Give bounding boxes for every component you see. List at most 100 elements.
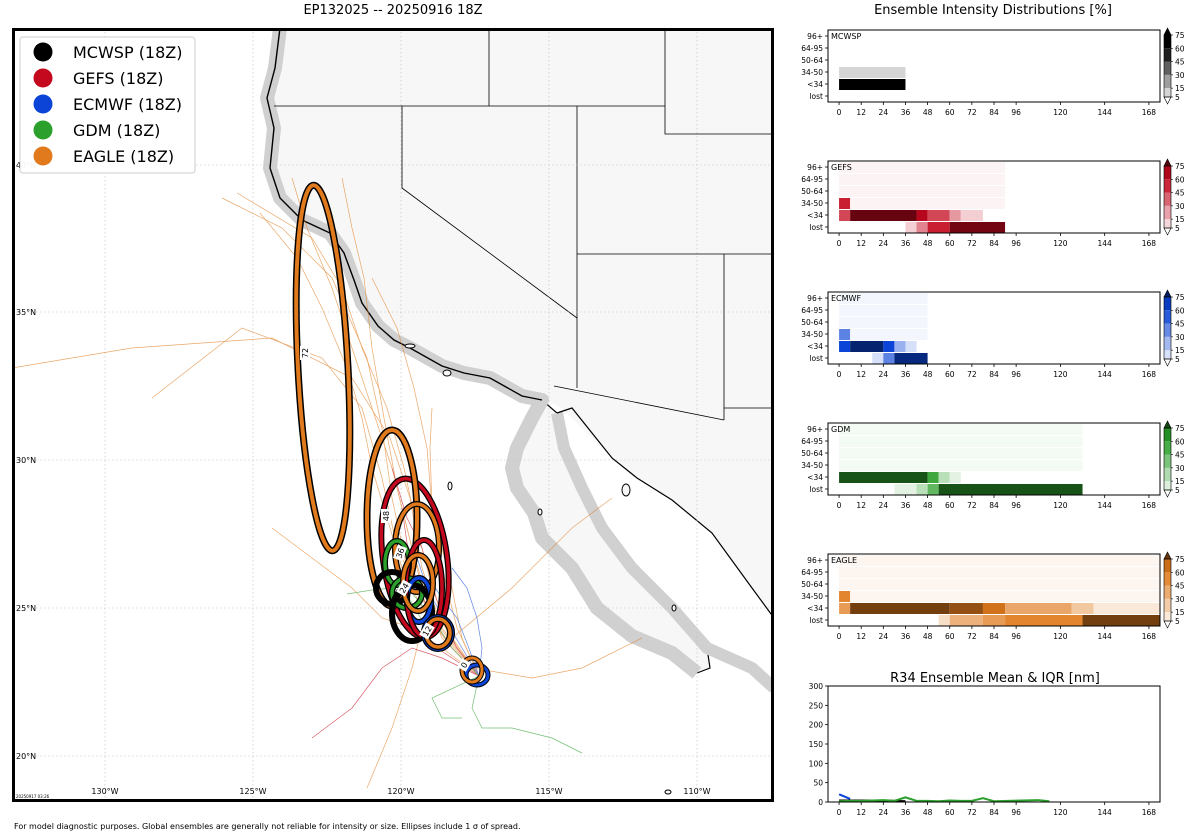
y-tick-label: 50 bbox=[813, 779, 823, 788]
x-tick-label: 60 bbox=[945, 239, 955, 248]
y-tick-label: 34-50 bbox=[801, 592, 823, 601]
x-tick-label: 36 bbox=[901, 501, 911, 510]
colorbar-tick-label: 5 bbox=[1175, 93, 1180, 102]
lat-label: 30°N bbox=[16, 456, 36, 465]
hour-label-24: 24 bbox=[398, 582, 411, 595]
y-tick-label: 50-64 bbox=[801, 56, 823, 65]
heatmap-cell bbox=[982, 603, 1006, 614]
r34-chart-title: R34 Ensemble Mean & IQR [nm] bbox=[890, 671, 1100, 686]
colorbar-tick-label: 45 bbox=[1175, 582, 1185, 591]
colorbar-segment bbox=[1164, 166, 1171, 180]
x-tick-label: 144 bbox=[1098, 808, 1113, 817]
x-tick-label: 36 bbox=[901, 370, 911, 379]
x-tick-label: 60 bbox=[945, 370, 955, 379]
legend-swatch bbox=[33, 94, 53, 114]
x-tick-label: 60 bbox=[945, 501, 955, 510]
x-tick-label: 84 bbox=[989, 108, 999, 117]
x-tick-label: 96 bbox=[1011, 632, 1021, 641]
r34-series-line bbox=[839, 796, 1050, 803]
heatmap-cell bbox=[839, 460, 1083, 471]
colorbar-tick-label: 45 bbox=[1175, 58, 1185, 67]
x-tick-label: 24 bbox=[879, 501, 889, 510]
colorbar-tick-label: 75 bbox=[1175, 555, 1185, 564]
heatmap-cell bbox=[938, 615, 950, 626]
x-tick-label: 60 bbox=[945, 632, 955, 641]
x-tick-label: 60 bbox=[945, 808, 955, 817]
heatmap-cell bbox=[839, 603, 851, 614]
heatmap-title: GDM bbox=[831, 425, 850, 434]
heatmap-cell bbox=[982, 615, 1006, 626]
heatmap-cell bbox=[916, 222, 928, 233]
heatmap-cell bbox=[916, 210, 928, 221]
heatmap-cell bbox=[949, 210, 961, 221]
legend-label: ECMWF (18Z) bbox=[73, 95, 182, 114]
colorbar-segment bbox=[1164, 336, 1171, 351]
heatmap-cell bbox=[949, 472, 961, 483]
gulf-coastline bbox=[556, 407, 774, 619]
heatmap-cell bbox=[1005, 603, 1072, 614]
colorbar-segment bbox=[1164, 481, 1171, 490]
heatmap-cell bbox=[839, 293, 928, 304]
lon-label: 115°W bbox=[535, 787, 562, 796]
heatmap-cell bbox=[927, 484, 939, 495]
x-tick-label: 0 bbox=[837, 239, 842, 248]
x-tick-label: 24 bbox=[879, 808, 889, 817]
footer-note: For model diagnostic purposes. Global en… bbox=[14, 822, 521, 831]
colorbar-segment bbox=[1164, 612, 1171, 621]
x-tick-label: 36 bbox=[901, 239, 911, 248]
heatmap-cell bbox=[850, 329, 928, 340]
hour-label-36: 36 bbox=[394, 547, 406, 560]
colorbar-tick-label: 75 bbox=[1175, 293, 1185, 302]
x-tick-label: 24 bbox=[879, 370, 889, 379]
x-tick-label: 12 bbox=[856, 501, 866, 510]
x-tick-label: 144 bbox=[1098, 632, 1113, 641]
ellipse-hour-labels: 72 48 36 24 12 0 bbox=[300, 346, 471, 672]
x-tick-label: 72 bbox=[967, 239, 977, 248]
legend-label: MCWSP (18Z) bbox=[73, 43, 183, 62]
heatmap-cell bbox=[1071, 603, 1094, 614]
y-tick-label: 64-95 bbox=[801, 568, 823, 577]
legend-swatch bbox=[33, 68, 53, 88]
hour-label-12: 12 bbox=[421, 625, 434, 638]
y-tick-label: 100 bbox=[809, 759, 824, 768]
colorbar-segment bbox=[1164, 74, 1171, 89]
y-tick-label: 50-64 bbox=[801, 449, 823, 458]
colorbar-min-arrow bbox=[1163, 620, 1172, 629]
x-tick-label: 144 bbox=[1098, 239, 1113, 248]
heatmap-frame bbox=[827, 29, 1161, 103]
x-tick-label: 12 bbox=[856, 808, 866, 817]
colorbar-tick-label: 75 bbox=[1175, 424, 1185, 433]
heatmap-cell bbox=[839, 329, 851, 340]
heatmap-cell bbox=[839, 174, 1006, 185]
x-tick-label: 168 bbox=[1142, 370, 1157, 379]
colorbar-tick-label: 5 bbox=[1175, 355, 1180, 364]
y-tick-label: 250 bbox=[809, 701, 824, 710]
colorbar-segment bbox=[1164, 572, 1171, 586]
x-tick-label: 168 bbox=[1142, 632, 1157, 641]
heatmap-cell bbox=[894, 484, 917, 495]
colorbar-segment bbox=[1164, 585, 1171, 599]
x-tick-label: 120 bbox=[1053, 370, 1068, 379]
y-tick-label: 96+ bbox=[807, 556, 823, 565]
islands bbox=[404, 343, 677, 795]
colorbar-segment bbox=[1164, 598, 1171, 613]
x-tick-label: 36 bbox=[901, 808, 911, 817]
colorbar-segment bbox=[1164, 350, 1171, 359]
y-tick-label: lost bbox=[809, 92, 823, 101]
heatmap-cell bbox=[894, 353, 928, 364]
x-tick-label: 96 bbox=[1011, 808, 1021, 817]
heatmap-cell bbox=[839, 162, 1006, 173]
heatmap-title: MCWSP bbox=[831, 32, 861, 41]
colorbar-tick-label: 75 bbox=[1175, 162, 1185, 171]
x-tick-label: 48 bbox=[923, 501, 933, 510]
y-tick-label: lost bbox=[809, 616, 823, 625]
colorbar-segment bbox=[1164, 48, 1171, 62]
x-tick-label: 120 bbox=[1053, 808, 1068, 817]
track-map-svg: 72 48 36 24 12 0 130 bbox=[12, 28, 774, 802]
y-tick-label: 34-50 bbox=[801, 68, 823, 77]
state-borders bbox=[274, 28, 774, 421]
colorbar-segment bbox=[1164, 297, 1171, 311]
y-tick-label: 0 bbox=[818, 798, 823, 807]
x-tick-label: 36 bbox=[901, 108, 911, 117]
heatmap-cell bbox=[850, 591, 1160, 602]
